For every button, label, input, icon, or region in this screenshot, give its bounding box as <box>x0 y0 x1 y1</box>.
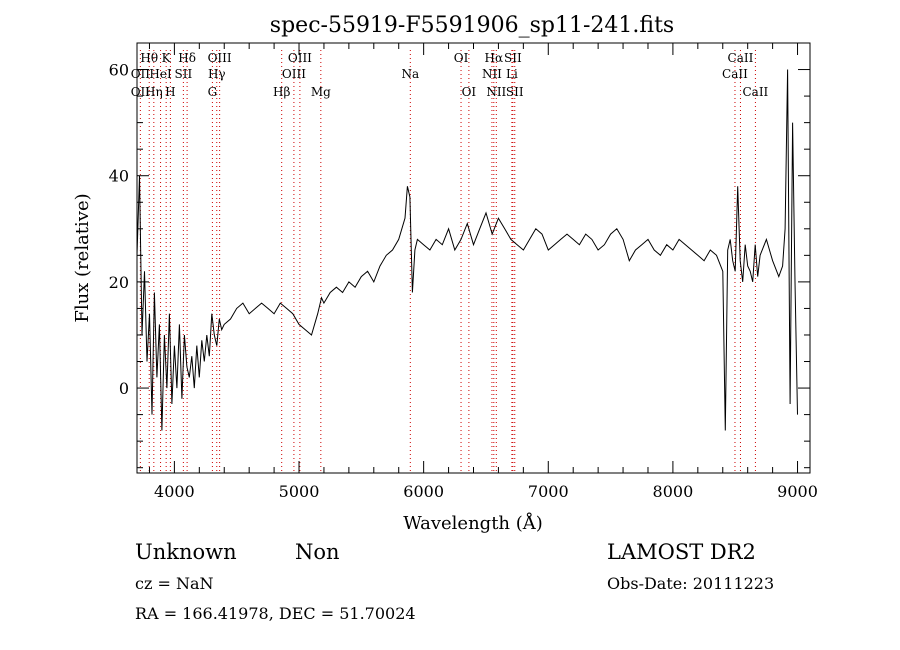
spectral-line-markers <box>139 50 756 473</box>
chart-title: spec-55919-F5591906_sp11-241.fits <box>270 13 674 38</box>
y-tick-label: 60 <box>109 61 129 80</box>
spectral-line-label: NII <box>486 85 506 99</box>
x-axis-ticks: 4000 5000 6000 7000 8000 9000 <box>148 43 818 501</box>
x-tick-label: 9000 <box>777 482 818 501</box>
y-tick-label: 40 <box>109 167 129 186</box>
object-subclass-label: Non <box>295 540 340 564</box>
redshift-text: cz = NaN <box>135 574 214 593</box>
spectral-line-label: H <box>165 85 175 99</box>
spectral-line-label: OII <box>131 85 151 99</box>
spectral-line-label: Hθ <box>140 51 158 65</box>
x-tick-label: 4000 <box>154 482 195 501</box>
spectral-line-label: OIII <box>208 51 232 65</box>
spectral-line-label: CaII <box>728 51 754 65</box>
spectral-line-label: NII <box>482 67 502 81</box>
spectral-line-label: SII <box>506 85 524 99</box>
x-axis-label: Wavelength (Å) <box>403 512 543 534</box>
spectral-line-label: G <box>208 85 218 99</box>
spectral-line-label: Hη <box>145 85 163 99</box>
x-tick-label: 8000 <box>653 482 694 501</box>
object-class-label: Unknown <box>135 540 237 564</box>
spectral-line-label: Hδ <box>178 51 196 65</box>
spectral-line-label: OI <box>454 51 469 65</box>
y-axis-label: Flux (relative) <box>72 193 93 322</box>
y-tick-label: 0 <box>119 379 129 398</box>
spectral-line-label: Li <box>506 67 518 81</box>
x-tick-label: 7000 <box>528 482 569 501</box>
x-tick-label: 6000 <box>403 482 444 501</box>
spectral-line-label: OIII <box>282 67 306 81</box>
plot-frame <box>136 42 811 474</box>
spectral-line-label: Hγ <box>208 67 226 81</box>
spectral-line-label: Mg <box>311 85 331 99</box>
spectral-line-label: OIII <box>288 51 312 65</box>
spectral-line-label: CaII <box>722 67 748 81</box>
spectral-line-label: Na <box>401 67 419 81</box>
x-tick-label: 5000 <box>279 482 320 501</box>
spectral-line-label: OII <box>131 67 151 81</box>
spectral-line-label: SII <box>175 67 193 81</box>
spectral-line-label: K <box>162 51 172 65</box>
spectral-line-label: OI <box>462 85 477 99</box>
coordinates-text: RA = 166.41978, DEC = 51.70024 <box>135 604 416 623</box>
spectral-line-label: CaII <box>742 85 768 99</box>
y-axis-ticks: 0 20 40 60 <box>109 42 810 469</box>
spectral-line-label: Hα <box>485 51 504 65</box>
spectrum-flux-line <box>136 69 798 431</box>
spectral-line-label: HeI <box>149 67 172 81</box>
survey-label: LAMOST DR2 <box>607 540 756 564</box>
y-tick-label: 20 <box>109 273 129 292</box>
spectral-line-label: SII <box>504 51 522 65</box>
obs-date-text: Obs-Date: 20111223 <box>607 574 775 593</box>
spectral-line-label: Hβ <box>273 85 290 99</box>
